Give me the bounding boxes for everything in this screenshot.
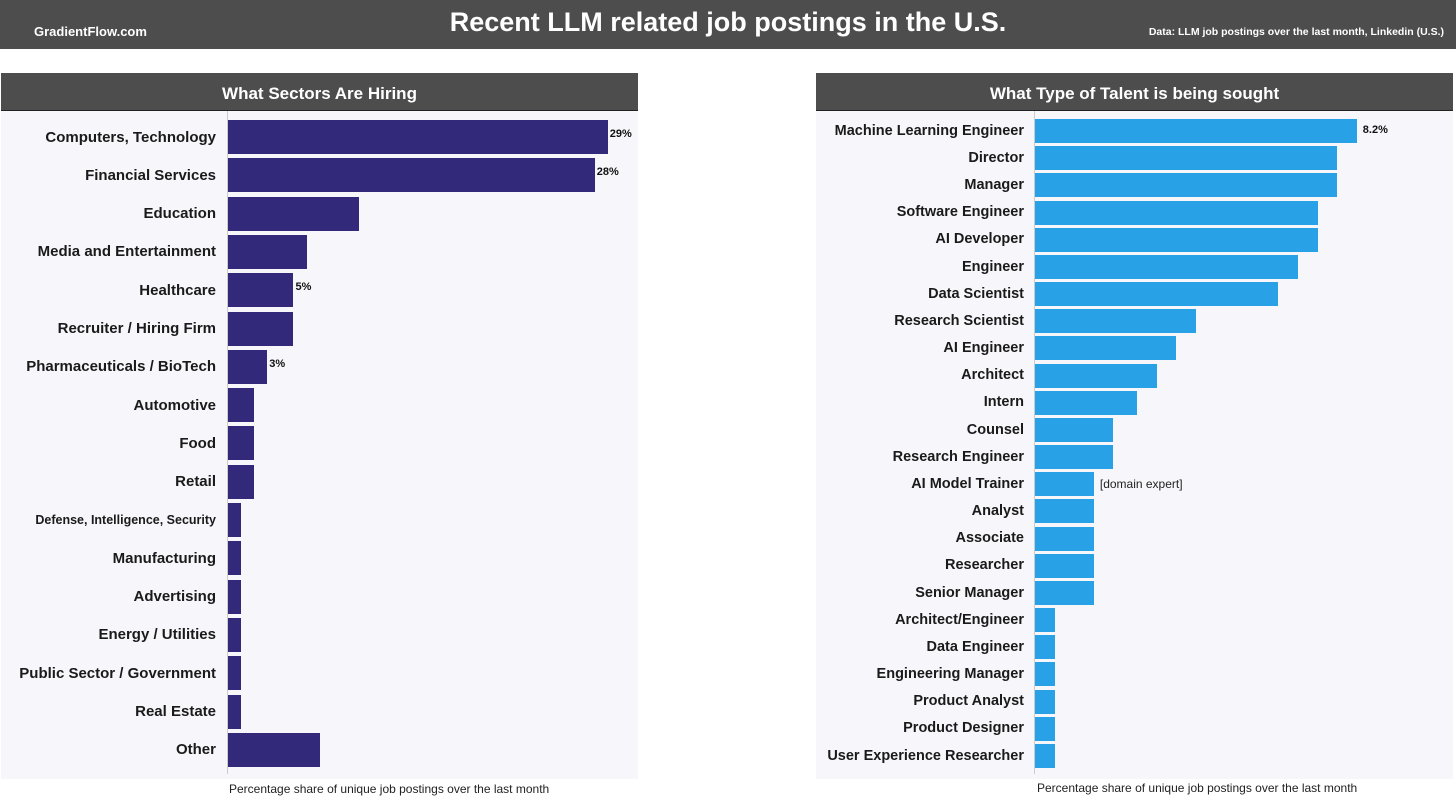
sectors-label-media-and-entertainment: Media and Entertainment bbox=[37, 243, 216, 261]
talent-bar-research-scientist bbox=[1035, 309, 1196, 334]
talent-bar-associate bbox=[1035, 526, 1094, 551]
sectors-bar-healthcare bbox=[228, 273, 294, 308]
sectors-label-pharmaceuticals-biotech: Pharmaceuticals / BioTech bbox=[26, 358, 216, 376]
talent-label-manager: Manager bbox=[964, 177, 1024, 194]
talent-label-product-designer: Product Designer bbox=[903, 720, 1024, 737]
talent-bar-counsel bbox=[1035, 417, 1114, 442]
talent-value-label-machine-learning-engineer: 8.2% bbox=[1362, 124, 1388, 136]
talent-label-data-engineer: Data Engineer bbox=[926, 638, 1025, 655]
talent-label-researcher: Researcher bbox=[945, 557, 1024, 574]
sectors-bar-advertising bbox=[228, 579, 242, 614]
talent-label-associate: Associate bbox=[955, 530, 1024, 547]
sectors-bar-financial-services bbox=[228, 158, 595, 193]
talent-bar-ai-model-trainer bbox=[1035, 472, 1094, 497]
sectors-bar-public-sector-government bbox=[228, 656, 242, 691]
talent-x-axis-label: Percentage share of unique job postings … bbox=[1037, 781, 1358, 795]
sectors-label-manufacturing: Manufacturing bbox=[112, 549, 216, 567]
talent-label-intern: Intern bbox=[983, 394, 1024, 411]
talent-bar-engineer bbox=[1035, 254, 1298, 279]
talent-bar-ai-engineer bbox=[1035, 336, 1177, 361]
talent-label-ai-developer: AI Developer bbox=[935, 231, 1024, 248]
talent-label-analyst: Analyst bbox=[971, 503, 1024, 520]
talent-bar-director bbox=[1035, 146, 1338, 171]
talent-label-director: Director bbox=[968, 149, 1024, 166]
talent-bar-architect bbox=[1035, 363, 1157, 388]
sectors-bar-other bbox=[228, 732, 320, 767]
sectors-label-automotive: Automotive bbox=[133, 396, 217, 414]
talent-bar-machine-learning-engineer bbox=[1035, 119, 1357, 143]
sectors-label-recruiter-hiring-firm: Recruiter / Hiring Firm bbox=[57, 320, 216, 337]
sectors-bar-defense-intelligence-security bbox=[228, 503, 242, 537]
sectors-chart-title: What Sectors Are Hiring bbox=[1, 73, 638, 111]
talent-label-research-engineer: Research Engineer bbox=[892, 448, 1024, 465]
talent-bar-engineering-manager bbox=[1035, 662, 1055, 687]
sectors-bar-automotive bbox=[228, 388, 255, 423]
sectors-x-axis-label: Percentage share of unique job postings … bbox=[229, 782, 550, 796]
talent-label-ai-engineer: AI Engineer bbox=[943, 340, 1024, 357]
sectors-bar-pharmaceuticals-biotech bbox=[228, 349, 268, 384]
talent-label-ai-model-trainer: AI Model Trainer bbox=[911, 475, 1024, 492]
talent-chart-title: What Type of Talent is being sought bbox=[816, 73, 1453, 111]
talent-label-counsel: Counsel bbox=[966, 421, 1024, 438]
sectors-label-financial-services: Financial Services bbox=[85, 166, 216, 184]
sectors-label-real-estate: Real Estate bbox=[135, 703, 216, 720]
sectors-label-food: Food bbox=[179, 434, 216, 452]
talent-bar-user-experience-researcher bbox=[1035, 743, 1055, 768]
sectors-value-label-financial-services: 28% bbox=[596, 166, 619, 179]
talent-label-user-experience-researcher: User Experience Researcher bbox=[827, 747, 1024, 764]
talent-bar-analyst bbox=[1035, 499, 1094, 524]
sectors-bar-real-estate bbox=[228, 694, 242, 729]
sectors-label-healthcare: Healthcare bbox=[139, 281, 216, 299]
talent-bar-senior-manager bbox=[1035, 580, 1094, 605]
talent-bar-product-analyst bbox=[1035, 689, 1055, 714]
sectors-label-advertising: Advertising bbox=[133, 588, 216, 606]
sectors-label-defense-intelligence-security: Defense, Intelligence, Security bbox=[35, 512, 216, 527]
sectors-bar-retail bbox=[228, 464, 255, 499]
talent-label-software-engineer: Software Engineer bbox=[896, 204, 1024, 221]
sectors-label-computers-technology: Computers, Technology bbox=[45, 128, 216, 146]
sectors-label-public-sector-government: Public Sector / Government bbox=[19, 664, 216, 682]
talent-bar-software-engineer bbox=[1035, 200, 1318, 225]
talent-bar-research-engineer bbox=[1035, 445, 1114, 470]
talent-bar-manager bbox=[1035, 173, 1338, 198]
sectors-axis-line bbox=[227, 111, 228, 774]
talent-label-engineering-manager: Engineering Manager bbox=[876, 666, 1024, 683]
talent-bar-data-engineer bbox=[1035, 635, 1055, 660]
sectors-bar-manufacturing bbox=[228, 541, 242, 576]
talent-bar-intern bbox=[1035, 390, 1138, 415]
sectors-bar-media-and-entertainment bbox=[228, 234, 307, 269]
sectors-label-education: Education bbox=[143, 205, 216, 223]
talent-bar-researcher bbox=[1035, 553, 1094, 578]
talent-bar-data-scientist bbox=[1035, 282, 1279, 307]
sectors-label-retail: Retail bbox=[175, 473, 216, 491]
header-bar: GradientFlow.com Recent LLM related job … bbox=[0, 0, 1456, 49]
sectors-bar-education bbox=[228, 196, 359, 231]
sectors-bar-computers-technology bbox=[228, 120, 608, 154]
talent-label-research-scientist: Research Scientist bbox=[894, 312, 1024, 329]
talent-label-architect-engineer: Architect/Engineer bbox=[895, 611, 1024, 628]
page-title: Recent LLM related job postings in the U… bbox=[449, 7, 1007, 37]
sectors-value-label-healthcare: 5% bbox=[295, 281, 312, 294]
sectors-label-other: Other bbox=[175, 741, 216, 759]
talent-label-machine-learning-engineer: Machine Learning Engineer bbox=[834, 122, 1024, 139]
talent-bar-product-designer bbox=[1035, 716, 1055, 741]
sectors-bar-recruiter-hiring-firm bbox=[228, 311, 294, 346]
sectors-label-energy-utilities: Energy / Utilities bbox=[98, 626, 216, 644]
talent-label-engineer: Engineer bbox=[961, 258, 1024, 275]
site-name: GradientFlow.com bbox=[34, 24, 147, 39]
sectors-value-label-pharmaceuticals-biotech: 3% bbox=[269, 357, 286, 370]
talent-bar-architect-engineer bbox=[1035, 608, 1055, 633]
talent-label-product-analyst: Product Analyst bbox=[913, 693, 1024, 710]
talent-label-data-scientist: Data Scientist bbox=[928, 285, 1024, 302]
data-source-note: Data: LLM job postings over the last mon… bbox=[1148, 26, 1444, 38]
sectors-bar-energy-utilities bbox=[228, 617, 242, 652]
sectors-bar-food bbox=[228, 426, 255, 461]
talent-label-senior-manager: Senior Manager bbox=[915, 584, 1024, 601]
talent-annotation-ai-model-trainer: [domain expert] bbox=[1099, 477, 1183, 492]
talent-axis-line bbox=[1034, 111, 1035, 774]
talent-label-architect: Architect bbox=[961, 367, 1024, 384]
sectors-value-label-computers-technology: 29% bbox=[609, 128, 632, 140]
talent-bar-ai-developer bbox=[1035, 227, 1318, 252]
